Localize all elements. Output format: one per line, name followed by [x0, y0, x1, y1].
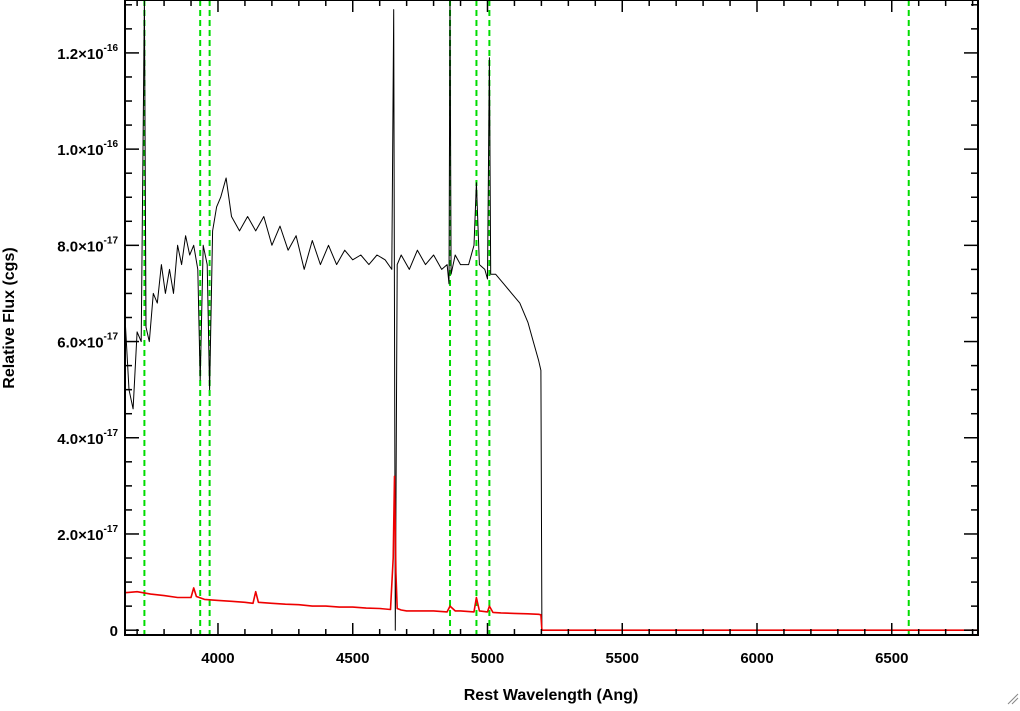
- y-tick-label: 4.0×10-17: [57, 428, 118, 448]
- ticks-layer: [125, 0, 978, 635]
- y-tick-label: 8.0×10-17: [57, 235, 118, 255]
- x-tick-label: 5500: [606, 650, 639, 667]
- reference-lines: [143, 0, 910, 635]
- y-tick-label: 1.0×10-16: [57, 139, 118, 159]
- y-tick-label: 1.2×10-16: [57, 43, 118, 63]
- y-tick-label: 2.0×10-17: [57, 524, 118, 544]
- x-tick-label: 4000: [201, 650, 234, 667]
- x-tick-label: 6000: [740, 650, 773, 667]
- y-tick-label: 6.0×10-17: [57, 332, 118, 352]
- series-layer: [124, 0, 978, 632]
- tick-labels: 4000 4500 5000 5500 6000 6500 0 2.0×10-17 4.0×10…: [57, 43, 908, 667]
- y-tick-label: 0: [110, 623, 118, 640]
- plot-frame: [124, 0, 979, 636]
- flux-series-line: [124, 0, 978, 631]
- y-axis-label: Relative Flux (cgs): [1, 247, 18, 388]
- x-tick-label: 4500: [336, 650, 369, 667]
- x-tick-label: 5000: [471, 650, 504, 667]
- x-tick-label: 6500: [875, 650, 908, 667]
- resize-grip-icon: [1007, 693, 1019, 705]
- x-axis-label: Rest Wavelength (Ang): [464, 687, 639, 704]
- error-series-line: [124, 475, 978, 632]
